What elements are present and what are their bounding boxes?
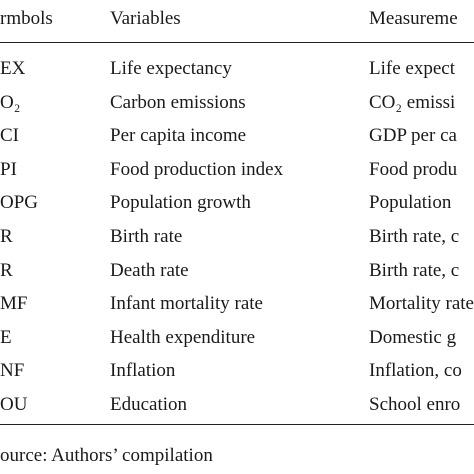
table-cell: R	[0, 259, 13, 281]
table-cell: Life expectancy	[110, 58, 232, 79]
table-cell: Mortality rate	[369, 293, 474, 315]
table-cell: GDP per ca	[369, 125, 457, 147]
table-cell: EX	[0, 58, 26, 79]
bottom-rule	[0, 424, 474, 425]
table-cell: Food production index	[110, 158, 284, 180]
table-cell: Inflation	[110, 360, 176, 382]
table-cell: OU	[0, 394, 28, 415]
table-cell: Birth rate	[110, 226, 183, 247]
table-cell: Infant mortality rate	[110, 293, 263, 315]
header-cell: rmbols	[0, 8, 53, 29]
table-cell: Domestic g	[369, 326, 457, 348]
table-cell: Inflation, co	[369, 360, 462, 382]
table-cell: OPG	[0, 192, 39, 214]
table-cell: Population	[369, 192, 452, 214]
table-cell: Birth rate, c	[369, 226, 460, 247]
table-cell: Carbon emissions	[110, 91, 246, 113]
table-cell: Birth rate, c	[369, 259, 460, 281]
table-cell: MF	[0, 293, 28, 315]
table-cell: Life expect	[369, 58, 455, 79]
table-cell: Education	[110, 394, 188, 415]
header-rule	[0, 42, 474, 43]
table-cell: PI	[0, 158, 17, 180]
table-cell: O₂	[0, 91, 21, 113]
table-cell: School enro	[369, 394, 461, 415]
table-cell: R	[0, 226, 13, 247]
header-cell: Measureme	[369, 8, 458, 29]
table-cell: Population growth	[110, 192, 251, 214]
table-cell: Health expenditure	[110, 326, 256, 348]
table-cell: NF	[0, 360, 25, 382]
table-cell: Death rate	[110, 259, 189, 281]
table-cell: Food produ	[369, 158, 458, 180]
source-note: ource: Authors’ compilation	[0, 445, 213, 466]
header-cell: Variables	[110, 8, 181, 29]
table-cell: E	[0, 326, 12, 348]
table-cell: CI	[0, 125, 19, 147]
table-cell: CO₂ emissi	[369, 91, 456, 113]
table-cell: Per capita income	[110, 125, 247, 147]
